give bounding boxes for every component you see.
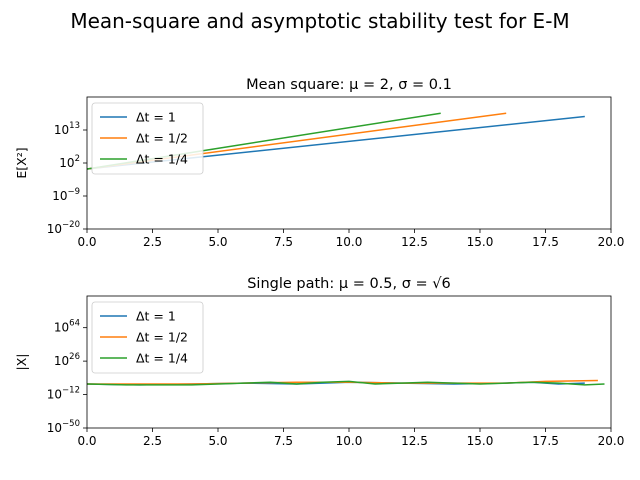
mean-square-axes: 0.0 2.5 5.0 7.5 10.0 12.5 15.0 17.5 20.0 10−20 10−… (14, 77, 624, 249)
single-path-axes-title: Single path: μ = 0.5, σ = √6 (247, 276, 451, 292)
single-path-y-tick-label: 10−12 (47, 386, 80, 402)
figure-suptitle: Mean-square and asymptotic stability tes… (70, 9, 569, 33)
single-path-legend-label-2: Δt = 1/2 (136, 330, 188, 345)
single-path-legend-label-3: Δt = 1/4 (136, 351, 188, 366)
mean-square-x-tick-label: 10.0 (336, 235, 363, 249)
mean-square-y-tick-label: 102 (59, 154, 80, 170)
single-path-y-tick-label: 10−50 (47, 419, 80, 435)
single-path-x-tick-label: 12.5 (401, 434, 428, 448)
mean-square-legend-box (91, 102, 204, 175)
mean-square-legend-label-3: Δt = 1/4 (136, 152, 188, 167)
mean-square-x-tick-label: 0.0 (77, 235, 96, 249)
mean-square-legend-label-2: Δt = 1/2 (136, 131, 188, 146)
single-path-x-tick-label: 7.5 (274, 434, 293, 448)
mean-square-y-axis-label: E[X²] (14, 147, 29, 178)
mean-square-x-tick-label: 2.5 (143, 235, 162, 249)
single-path-x-tick-label: 10.0 (336, 434, 363, 448)
mean-square-y-tick-label: 10−9 (52, 187, 80, 203)
single-path-legend-label-1: Δt = 1 (136, 309, 176, 324)
single-path-y-tick-label: 1064 (54, 319, 80, 335)
single-path-x-tick-label: 17.5 (532, 434, 559, 448)
single-path-x-tick-label: 2.5 (143, 434, 162, 448)
single-path-y-axis-label: |X| (14, 354, 29, 371)
mean-square-x-tick-label: 15.0 (467, 235, 494, 249)
mean-square-y-tick-label: 1013 (54, 121, 80, 137)
mean-square-legend-label-1: Δt = 1 (136, 110, 176, 125)
mean-square-x-tick-label: 20.0 (598, 235, 625, 249)
single-path-series-line-3 (87, 380, 605, 386)
single-path-x-tick-label: 20.0 (598, 434, 625, 448)
mean-square-x-tick-label: 7.5 (274, 235, 293, 249)
single-path-series-group (87, 379, 605, 386)
mean-square-x-tick-label: 12.5 (401, 235, 428, 249)
single-path-legend-box (91, 301, 204, 374)
single-path-y-tick-label: 1026 (54, 352, 80, 368)
mean-square-axes-title: Mean square: μ = 2, σ = 0.1 (246, 77, 452, 93)
mean-square-y-tick-label: 10−20 (47, 220, 80, 236)
single-path-axes: 0.0 2.5 5.0 7.5 10.0 12.5 15.0 17.5 20.0 10−50 10−… (14, 276, 624, 448)
single-path-x-tick-label: 15.0 (467, 434, 494, 448)
single-path-x-tick-label: 0.0 (77, 434, 96, 448)
mean-square-x-tick-label: 5.0 (208, 235, 227, 249)
single-path-x-tick-label: 5.0 (208, 434, 227, 448)
mean-square-x-tick-label: 17.5 (532, 235, 559, 249)
